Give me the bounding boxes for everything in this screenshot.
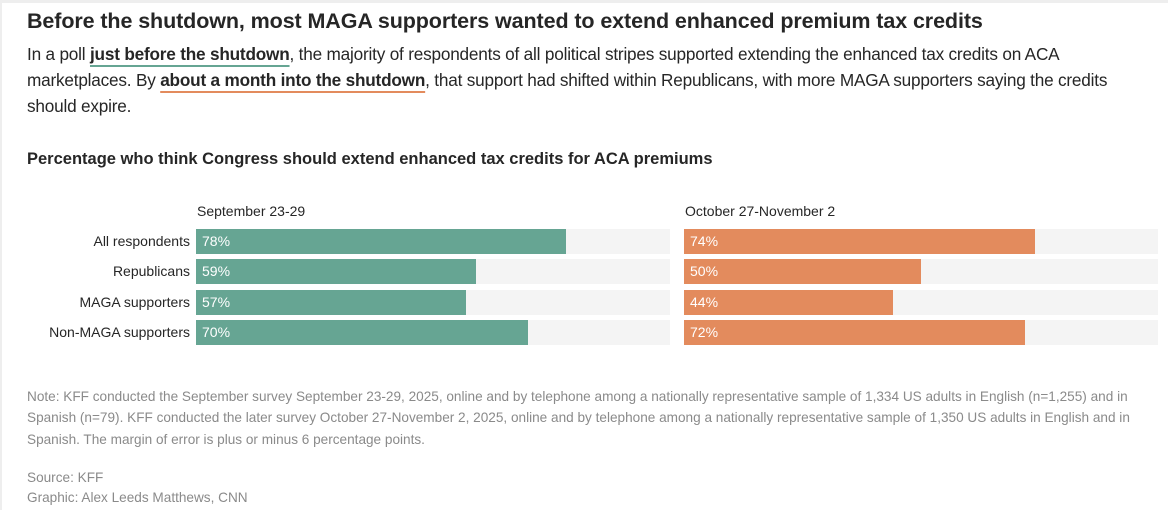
bar-track: 72% bbox=[684, 320, 1158, 345]
bar-value-label: 74% bbox=[690, 233, 719, 249]
bar-value-label: 50% bbox=[690, 263, 719, 279]
bar-track: 70% bbox=[196, 320, 670, 345]
bar: 70% bbox=[196, 320, 528, 345]
bar-value-label: 57% bbox=[202, 294, 231, 310]
category-label: Non-MAGA supporters bbox=[49, 324, 190, 340]
graphic-credit: Graphic: Alex Leeds Matthews, CNN bbox=[27, 490, 248, 505]
bar-value-label: 78% bbox=[202, 233, 231, 249]
dek-text: , the majority of respondents of all pol… bbox=[27, 44, 1059, 90]
chart-title: Percentage who think Congress should ext… bbox=[27, 150, 713, 168]
bar: 59% bbox=[196, 259, 476, 284]
category-label: Republicans bbox=[112, 263, 190, 279]
dek-paragraph: In a poll just before the shutdown, the … bbox=[27, 41, 1147, 119]
source-credit: Source: KFF bbox=[27, 470, 104, 485]
bar-track: 57% bbox=[196, 290, 670, 315]
category-label: MAGA supporters bbox=[79, 294, 191, 310]
bar-track: 50% bbox=[684, 259, 1158, 284]
series-label: October 27-November 2 bbox=[685, 203, 836, 219]
bar-value-label: 72% bbox=[690, 324, 719, 340]
bar-value-label: 44% bbox=[690, 294, 719, 310]
bar-value-label: 59% bbox=[202, 263, 231, 279]
bar: 50% bbox=[684, 259, 921, 284]
series-label: September 23-29 bbox=[197, 203, 306, 219]
dek-highlight-september: just before the shutdown bbox=[89, 44, 290, 64]
bar: 72% bbox=[684, 320, 1025, 345]
dek-highlight-october: about a month into the shutdown bbox=[160, 70, 426, 90]
footnote: Note: KFF conducted the September survey… bbox=[27, 389, 1130, 447]
headline: Before the shutdown, most MAGA supporter… bbox=[27, 9, 983, 33]
bar-value-label: 70% bbox=[202, 324, 231, 340]
bar: 74% bbox=[684, 229, 1035, 254]
bar: 57% bbox=[196, 290, 466, 315]
bar-track: 74% bbox=[684, 229, 1158, 254]
category-label: All respondents bbox=[93, 233, 190, 249]
bar-track: 78% bbox=[196, 229, 670, 254]
bar-track: 44% bbox=[684, 290, 1158, 315]
dek-text: , that support had shifted within Republ… bbox=[27, 70, 1108, 116]
bar-track: 59% bbox=[196, 259, 670, 284]
dek-text: In a poll bbox=[27, 44, 90, 64]
bar: 44% bbox=[684, 290, 893, 315]
bar: 78% bbox=[196, 229, 566, 254]
